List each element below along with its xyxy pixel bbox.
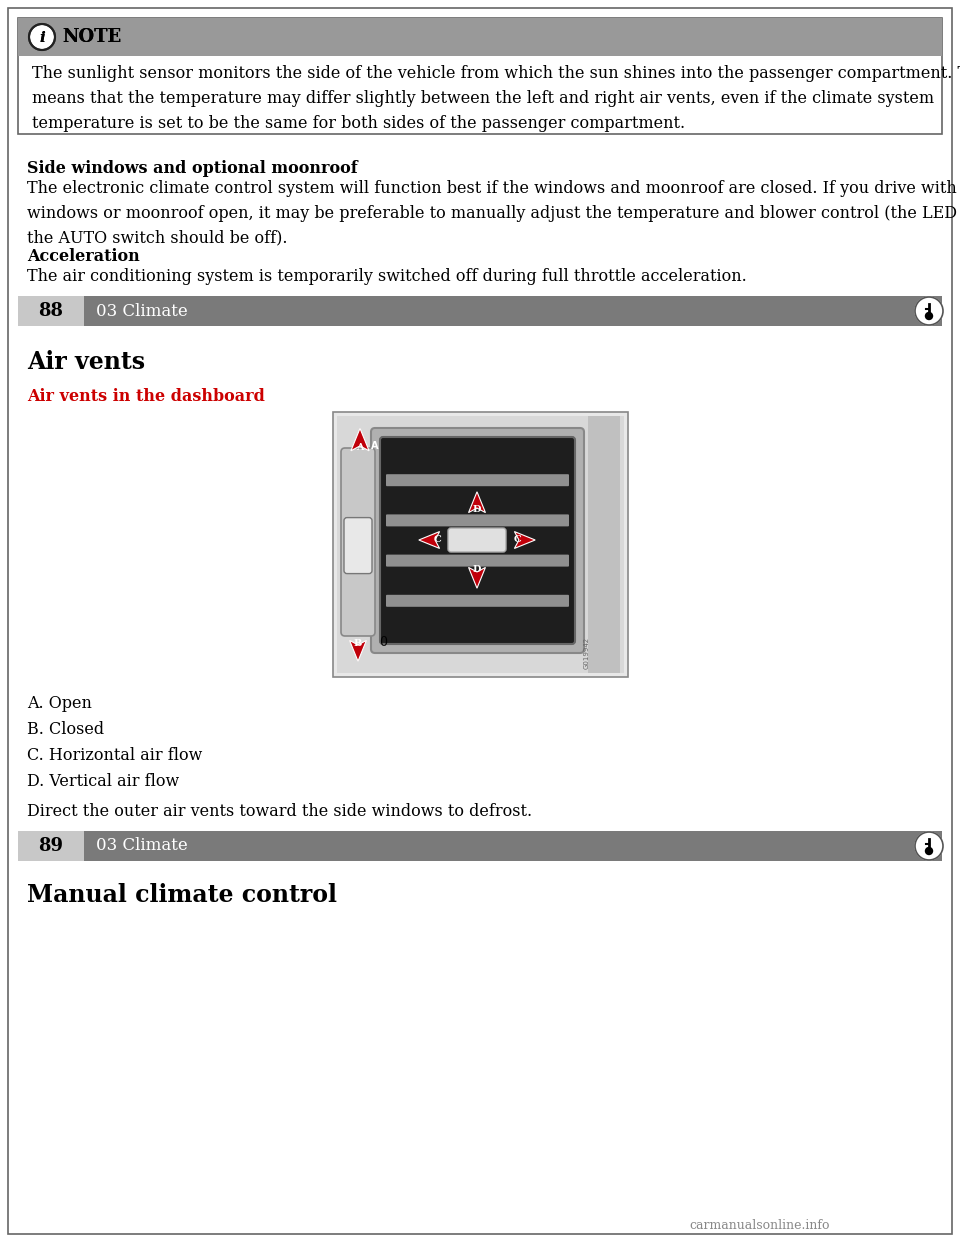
Circle shape — [29, 24, 55, 50]
Text: Air vents: Air vents — [27, 350, 145, 374]
Polygon shape — [419, 532, 440, 549]
Text: NOTE: NOTE — [62, 29, 121, 46]
Text: The sunlight sensor monitors the side of the vehicle from which the sun shines i: The sunlight sensor monitors the side of… — [32, 65, 960, 132]
Text: The air conditioning system is temporarily switched off during full throttle acc: The air conditioning system is temporari… — [27, 268, 747, 284]
Text: C: C — [514, 535, 521, 544]
FancyBboxPatch shape — [344, 518, 372, 574]
Text: Side windows and optional moonroof: Side windows and optional moonroof — [27, 160, 358, 178]
Text: 03 Climate: 03 Climate — [96, 303, 188, 319]
FancyBboxPatch shape — [18, 17, 942, 56]
FancyBboxPatch shape — [18, 296, 84, 325]
Text: B: B — [354, 638, 362, 647]
FancyBboxPatch shape — [380, 437, 575, 645]
FancyBboxPatch shape — [386, 555, 569, 566]
Circle shape — [925, 847, 932, 854]
FancyBboxPatch shape — [448, 528, 506, 551]
FancyBboxPatch shape — [588, 416, 620, 673]
FancyBboxPatch shape — [18, 831, 84, 861]
FancyBboxPatch shape — [84, 831, 942, 861]
Text: carmanualsonline.info: carmanualsonline.info — [689, 1218, 830, 1232]
FancyBboxPatch shape — [337, 416, 624, 673]
FancyBboxPatch shape — [18, 17, 942, 134]
FancyBboxPatch shape — [333, 412, 628, 677]
Circle shape — [29, 24, 55, 50]
Text: Direct the outer air vents toward the side windows to defrost.: Direct the outer air vents toward the si… — [27, 804, 532, 820]
Circle shape — [925, 313, 932, 319]
Text: i: i — [39, 31, 45, 45]
FancyBboxPatch shape — [341, 448, 375, 636]
Text: G019942: G019942 — [584, 637, 590, 669]
Text: B. Closed: B. Closed — [27, 722, 104, 738]
Text: D: D — [473, 505, 481, 514]
Circle shape — [915, 297, 943, 325]
Text: The electronic climate control system will function best if the windows and moon: The electronic climate control system wi… — [27, 180, 960, 247]
Text: A: A — [356, 443, 364, 452]
Text: Manual climate control: Manual climate control — [27, 883, 337, 907]
FancyBboxPatch shape — [386, 595, 569, 607]
FancyBboxPatch shape — [386, 474, 569, 486]
Polygon shape — [515, 532, 536, 549]
Text: Air vents in the dashboard: Air vents in the dashboard — [27, 388, 265, 405]
Text: C. Horizontal air flow: C. Horizontal air flow — [27, 746, 203, 764]
FancyBboxPatch shape — [18, 17, 942, 56]
FancyBboxPatch shape — [8, 7, 952, 1235]
Polygon shape — [468, 568, 486, 589]
Polygon shape — [468, 492, 486, 513]
Polygon shape — [351, 428, 369, 451]
Text: 88: 88 — [38, 302, 63, 320]
Text: D: D — [473, 565, 481, 575]
Text: A: A — [372, 441, 379, 451]
FancyBboxPatch shape — [371, 428, 584, 653]
Text: C: C — [433, 535, 441, 544]
Text: 89: 89 — [38, 837, 63, 854]
FancyBboxPatch shape — [386, 514, 569, 527]
Text: D. Vertical air flow: D. Vertical air flow — [27, 773, 180, 790]
Text: A. Open: A. Open — [27, 696, 92, 712]
FancyBboxPatch shape — [84, 296, 942, 325]
Text: i: i — [39, 31, 45, 45]
Text: 0: 0 — [379, 636, 387, 650]
Polygon shape — [349, 641, 367, 661]
Text: Acceleration: Acceleration — [27, 248, 140, 265]
Circle shape — [915, 832, 943, 859]
Text: NOTE: NOTE — [62, 29, 121, 46]
Text: 03 Climate: 03 Climate — [96, 837, 188, 854]
